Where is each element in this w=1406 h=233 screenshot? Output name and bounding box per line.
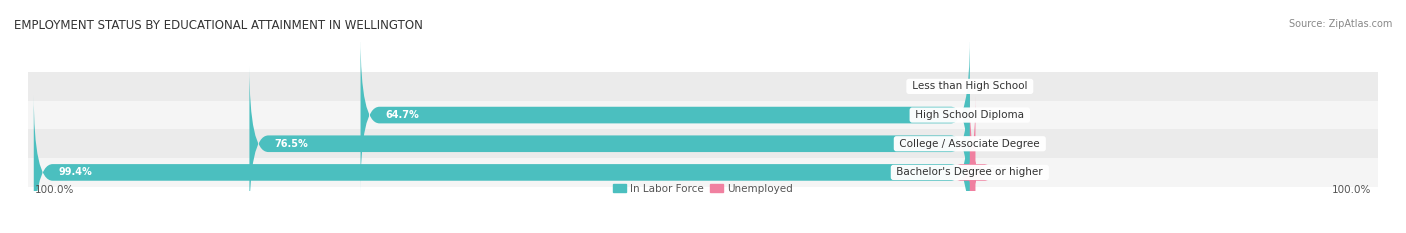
Text: 100.0%: 100.0% [1333,185,1372,195]
Text: 0.0%: 0.0% [988,81,1012,91]
Text: 0.0%: 0.0% [988,110,1012,120]
Text: 0.6%: 0.6% [988,168,1012,177]
FancyBboxPatch shape [28,129,1378,158]
Text: 64.7%: 64.7% [385,110,419,120]
Text: 0.0%: 0.0% [988,139,1012,149]
FancyBboxPatch shape [249,66,970,221]
Text: College / Associate Degree: College / Associate Degree [897,139,1043,149]
Text: Bachelor's Degree or higher: Bachelor's Degree or higher [893,168,1046,177]
Text: 99.4%: 99.4% [59,168,93,177]
Text: 76.5%: 76.5% [274,139,308,149]
FancyBboxPatch shape [28,72,1378,101]
FancyBboxPatch shape [956,95,988,233]
Text: 0.0%: 0.0% [927,81,950,91]
Text: High School Diploma: High School Diploma [912,110,1028,120]
Text: Source: ZipAtlas.com: Source: ZipAtlas.com [1288,19,1392,29]
Legend: In Labor Force, Unemployed: In Labor Force, Unemployed [609,179,797,198]
FancyBboxPatch shape [360,37,970,193]
FancyBboxPatch shape [34,95,970,233]
FancyBboxPatch shape [28,158,1378,187]
Text: 100.0%: 100.0% [34,185,73,195]
Text: Less than High School: Less than High School [908,81,1031,91]
FancyBboxPatch shape [28,101,1378,129]
Text: EMPLOYMENT STATUS BY EDUCATIONAL ATTAINMENT IN WELLINGTON: EMPLOYMENT STATUS BY EDUCATIONAL ATTAINM… [14,19,423,32]
